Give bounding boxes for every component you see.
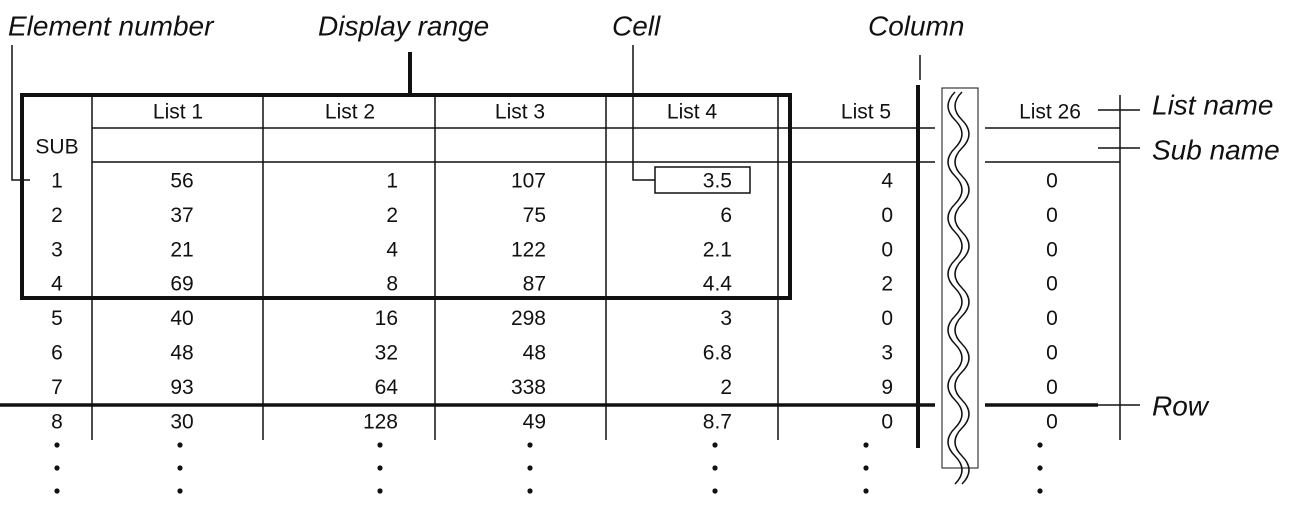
cell-value: 1 <box>386 170 398 193</box>
break-wave <box>947 91 970 485</box>
note: Cell <box>612 10 661 41</box>
cell-value: 0 <box>1046 410 1058 433</box>
cell-value: 4.4 <box>703 273 733 296</box>
note: Sub name <box>1152 134 1280 165</box>
cell-value: 2 <box>881 273 893 296</box>
column-header: List 26 <box>1019 101 1081 124</box>
continuation-dot <box>1037 465 1043 471</box>
cell-value: 37 <box>170 204 193 227</box>
cell-value: 87 <box>523 273 546 296</box>
cell-value: 107 <box>511 170 546 193</box>
cell-value: 0 <box>1046 170 1058 193</box>
cell-value: 0 <box>1046 273 1058 296</box>
row-number: 6 <box>51 342 63 365</box>
continuation-dot <box>527 488 533 494</box>
column-header: List 3 <box>495 101 545 124</box>
cell-value: 8 <box>386 273 398 296</box>
continuation-dot <box>712 488 718 494</box>
continuation-dot <box>712 465 718 471</box>
continuation-dot <box>377 465 383 471</box>
continuation-dot <box>527 465 533 471</box>
cell-value: 122 <box>511 238 546 261</box>
continuation-dot <box>1037 488 1043 494</box>
continuation-dot <box>863 488 869 494</box>
cell-value: 3.5 <box>703 170 732 193</box>
row-number: 3 <box>51 238 63 261</box>
cell-value: 48 <box>170 342 193 365</box>
cell-value: 0 <box>1046 204 1058 227</box>
note: Column <box>868 10 964 41</box>
cell-value: 3 <box>720 307 732 330</box>
cell-value: 48 <box>523 342 546 365</box>
continuation-dot <box>177 488 183 494</box>
cell-value: 298 <box>511 307 546 330</box>
cell-value: 2.1 <box>703 238 732 261</box>
cell-value: 2 <box>720 376 732 399</box>
column-header: List 5 <box>841 101 891 124</box>
continuation-dot <box>712 442 718 448</box>
sub-label: SUB <box>35 136 78 159</box>
display-range-box <box>20 93 792 300</box>
continuation-dot <box>377 442 383 448</box>
continuation-dot <box>527 442 533 448</box>
cell-value: 0 <box>1046 307 1058 330</box>
cell-value: 6.8 <box>703 342 732 365</box>
cell-value: 0 <box>881 204 893 227</box>
continuation-dot <box>177 465 183 471</box>
column-header: List 1 <box>153 101 203 124</box>
continuation-dot <box>54 465 60 471</box>
cell-value: 3 <box>881 342 893 365</box>
cell-value: 56 <box>170 170 193 193</box>
continuation-dot <box>377 488 383 494</box>
row-number: 2 <box>51 204 63 227</box>
note: Row <box>1152 390 1210 421</box>
cell-value: 0 <box>881 410 893 433</box>
continuation-dot <box>1037 442 1043 448</box>
column-header: List 2 <box>325 101 375 124</box>
cell-value: 93 <box>170 376 193 399</box>
cell-value: 0 <box>881 307 893 330</box>
row-number: 7 <box>51 376 63 399</box>
cell-value: 338 <box>511 376 546 399</box>
cell-value: 40 <box>170 307 193 330</box>
cell-value: 4 <box>386 238 398 261</box>
cell-value: 32 <box>375 342 398 365</box>
cell-value: 69 <box>170 273 193 296</box>
row-number: 4 <box>51 273 63 296</box>
note: Display range <box>318 10 489 41</box>
cell-value: 0 <box>881 238 893 261</box>
cell-value: 75 <box>523 204 546 227</box>
break-band <box>941 87 979 469</box>
continuation-dot <box>54 442 60 448</box>
cell-value: 0 <box>1046 238 1058 261</box>
continuation-dot <box>863 465 869 471</box>
continuation-dot <box>863 442 869 448</box>
continuation-dot <box>177 442 183 448</box>
grid <box>0 85 1121 485</box>
cell-value: 6 <box>720 204 732 227</box>
cell-value: 4 <box>881 170 893 193</box>
cell-value: 128 <box>363 410 398 433</box>
cell-value: 21 <box>170 238 193 261</box>
note: List name <box>1152 89 1273 120</box>
cell-value: 64 <box>375 376 399 399</box>
cell-leader <box>632 45 655 181</box>
cell-value: 0 <box>1046 376 1058 399</box>
cell-value: 2 <box>386 204 398 227</box>
cell-value: 0 <box>1046 342 1058 365</box>
row-number: 5 <box>51 307 63 330</box>
column-header: List 4 <box>667 101 718 124</box>
cell-value: 9 <box>881 376 893 399</box>
cell-value: 30 <box>170 410 193 433</box>
cell-box <box>654 166 751 194</box>
cell-value: 49 <box>523 410 546 433</box>
row-number: 1 <box>51 170 63 193</box>
note: Element number <box>8 10 215 41</box>
cell-value: 16 <box>375 307 398 330</box>
cell-value: 8.7 <box>703 410 732 433</box>
row-number: 8 <box>51 410 63 433</box>
continuation-dot <box>54 488 60 494</box>
